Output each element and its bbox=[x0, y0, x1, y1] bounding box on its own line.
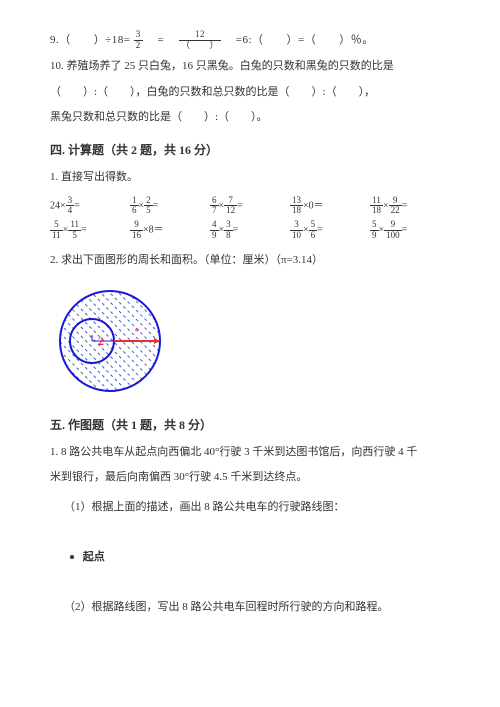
sec4-q1: 1. 直接写出得数。 bbox=[50, 168, 450, 188]
sec5-sub2: （2）根据路线图，写出 8 路公共电车回程时所行驶的方向和路程。 bbox=[64, 598, 450, 618]
origin-dot-icon bbox=[70, 555, 74, 559]
section-5-title: 五. 作图题（共 1 题，共 8 分） bbox=[50, 415, 450, 437]
calc-cell: 24×34= bbox=[50, 196, 130, 217]
section-4-title: 四. 计算题（共 2 题，共 16 分） bbox=[50, 140, 450, 162]
origin-marker: 起点 bbox=[70, 548, 450, 568]
calc-cell: 67×712= bbox=[210, 196, 290, 217]
question-9: 9.（ ）÷18= 3 2 = 12 （ ） =6:（ ）=（ ）％。 bbox=[50, 30, 450, 51]
svg-text:*: * bbox=[135, 327, 140, 338]
calc-cell: 49×38= bbox=[210, 220, 290, 241]
sec4-q2: 2. 求出下面图形的周长和面积。（单位：厘米）（π=3.14） bbox=[50, 251, 450, 271]
calc-rows: 24×34=16×25=67×712=1318×0＝1118×922= 511×1… bbox=[50, 196, 450, 242]
calc-cell: 310×56= bbox=[290, 220, 370, 241]
calc-cell: 916×8＝ bbox=[130, 220, 210, 241]
sec5-p2: 米到银行，最后向南偏西 30°行驶 4.5 千米到达终点。 bbox=[50, 468, 450, 488]
sec5-sub1: （1）根据上面的描述，画出 8 路公共电车的行驶路线图： bbox=[64, 498, 450, 518]
calc-cell: 16×25= bbox=[130, 196, 210, 217]
calc-cell: 1118×922= bbox=[370, 196, 450, 217]
calc-cell: 59×9100= bbox=[370, 220, 450, 241]
sec5-p1: 1. 8 路公共电车从起点向西偏北 40°行驶 3 千米到达图书馆后，向西行驶 … bbox=[50, 443, 450, 463]
q9-frac-a: 3 2 bbox=[134, 30, 143, 51]
q9-tail: =6:（ ）=（ ）％。 bbox=[224, 34, 373, 46]
origin-label: 起点 bbox=[83, 551, 105, 563]
svg-text:2: 2 bbox=[98, 334, 104, 348]
q9-prefix: 9.（ ）÷18= bbox=[50, 34, 131, 46]
question-10-l1: 10. 养殖场养了 25 只白兔，16 只黑兔。白兔的只数和黑兔的只数的比是 bbox=[50, 57, 450, 77]
question-10-l2: （ ）:（ ），白兔的只数和总只数的比是（ ）:（ ）， bbox=[50, 83, 450, 103]
question-10-l3: 黑兔只数和总只数的比是（ ）:（ ）。 bbox=[50, 108, 450, 128]
q9-frac-b: 12 （ ） bbox=[179, 30, 221, 51]
calc-cell: 1318×0＝ bbox=[290, 196, 370, 217]
annulus-figure: 2 * bbox=[50, 281, 170, 401]
q9-eq1: = bbox=[146, 34, 176, 46]
calc-cell: 511×115= bbox=[50, 220, 130, 241]
